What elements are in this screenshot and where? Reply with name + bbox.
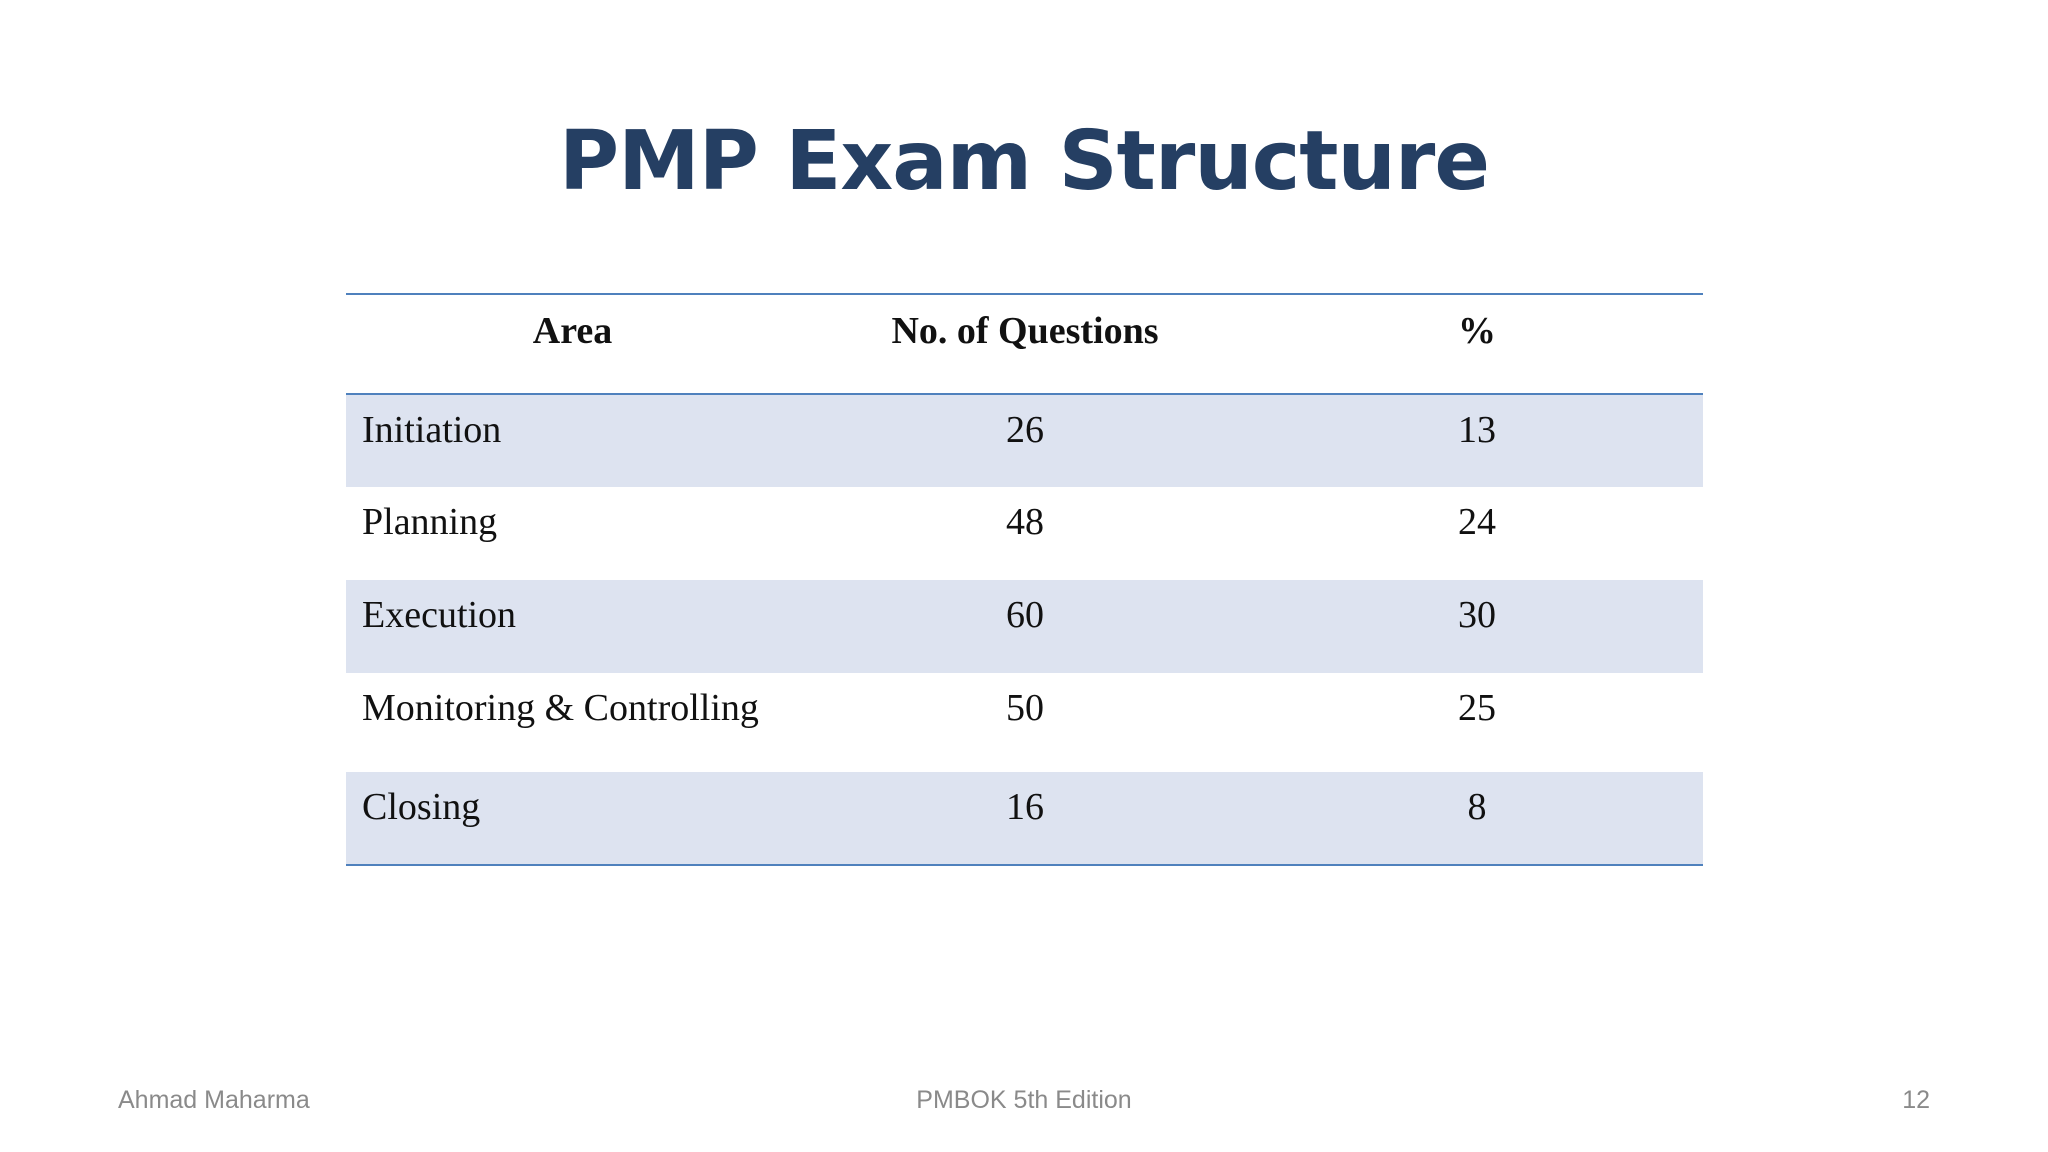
- cell-percent: 8: [1467, 786, 1487, 828]
- header-area: Area: [532, 310, 613, 352]
- footer-author: Ahmad Maharma: [118, 1086, 310, 1114]
- cell-percent: 30: [1458, 594, 1496, 636]
- header-questions: No. of Questions: [891, 310, 1159, 352]
- table-row: Initiation 26 13: [346, 394, 1703, 487]
- cell-area: Initiation: [362, 409, 502, 451]
- header-percent: %: [1458, 310, 1496, 352]
- table-row: Planning 48 24: [346, 487, 1703, 580]
- table-row: Closing 16 8: [346, 772, 1703, 865]
- cell-questions: 48: [1006, 501, 1044, 543]
- cell-area: Planning: [362, 501, 498, 543]
- cell-area: Closing: [362, 786, 481, 828]
- table-header-row: Area No. of Questions %: [346, 294, 1703, 394]
- exam-structure-table: Area No. of Questions % Initiation 26 13…: [346, 293, 1703, 866]
- cell-questions: 26: [1006, 409, 1044, 451]
- cell-percent: 24: [1458, 501, 1496, 543]
- cell-area: Execution: [362, 594, 517, 636]
- cell-questions: 16: [1006, 786, 1044, 828]
- slide-title: PMP Exam Structure: [559, 114, 1490, 209]
- footer-page-number: 12: [1902, 1086, 1930, 1114]
- cell-percent: 13: [1458, 409, 1496, 451]
- cell-questions: 50: [1006, 687, 1044, 729]
- cell-percent: 25: [1458, 687, 1496, 729]
- footer-subject: PMBOK 5th Edition: [916, 1086, 1132, 1114]
- cell-questions: 60: [1006, 594, 1044, 636]
- table-row: Execution 60 30: [346, 580, 1703, 673]
- table-row: Monitoring & Controlling 50 25: [346, 673, 1703, 772]
- cell-area: Monitoring & Controlling: [362, 687, 759, 729]
